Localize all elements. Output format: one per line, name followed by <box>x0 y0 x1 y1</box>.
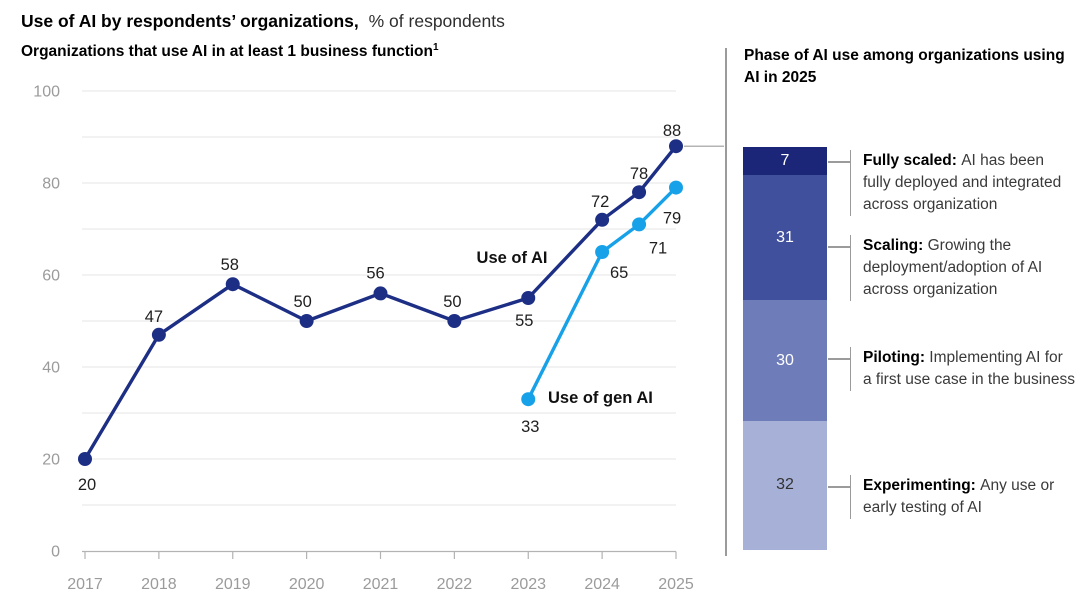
data-point <box>521 392 536 407</box>
phase-item-fully-scaled: Fully scaled: AI has been fully deployed… <box>850 150 1075 216</box>
stacked-bar: 7 31 30 32 <box>743 147 827 550</box>
data-point <box>78 452 92 466</box>
page-title: Use of AI by respondents’ organizations,… <box>21 11 505 32</box>
x-tick-label: 2019 <box>215 576 251 593</box>
data-point <box>373 286 388 301</box>
series-label-use-of-gen-ai: Use of gen AI <box>548 389 653 407</box>
data-point-label: 50 <box>443 293 461 311</box>
data-point <box>225 277 240 292</box>
x-tick-label: 2025 <box>658 576 694 593</box>
data-point-label: 78 <box>630 165 648 183</box>
phase-connector-experimenting <box>828 486 850 488</box>
x-tick-label: 2024 <box>584 576 620 593</box>
data-point-label: 47 <box>145 308 163 326</box>
line-chart: 2017 2018 2019 2020 2021 2022 2023 2024 2025 0 20 4… <box>33 84 724 593</box>
data-point-label: 50 <box>293 293 311 311</box>
data-point-label: 20 <box>78 476 96 494</box>
data-point-label: 72 <box>591 193 609 211</box>
x-tick-label: 2021 <box>363 576 399 593</box>
data-point-label: 56 <box>366 264 384 282</box>
phase-term: Piloting: <box>863 349 930 366</box>
series-line-0 <box>83 145 678 460</box>
bar-segment-experimenting: 32 <box>743 421 827 550</box>
right-panel-heading: Phase of AI use among organizations usin… <box>744 47 1065 86</box>
bar-segment-value: 32 <box>776 476 794 494</box>
x-tick-label: 2022 <box>437 576 473 593</box>
bar-segment-fully-scaled: 7 <box>743 147 827 176</box>
y-tick-label: 20 <box>42 452 60 469</box>
line-chart-subtitle-text: Organizations that use AI in at least 1 … <box>21 43 433 60</box>
data-point <box>595 212 610 227</box>
phase-desc: Any use or early testing of AI <box>863 477 1055 516</box>
x-tick-label: 2017 <box>67 576 103 593</box>
data-point-label: 33 <box>521 418 539 436</box>
bar-segment-value: 7 <box>780 152 790 170</box>
bar-segment-piloting: 30 <box>743 300 827 422</box>
bar-segment-value: 30 <box>776 351 794 369</box>
phase-connector-piloting <box>828 358 850 360</box>
phase-desc: AI has been fully deployed and integrat­… <box>863 152 1062 213</box>
x-tick-label: 2023 <box>510 576 546 593</box>
phase-term: Experimenting: <box>863 477 981 494</box>
y-tick-label: 100 <box>33 84 60 101</box>
y-tick-label: 0 <box>51 544 60 561</box>
data-point <box>632 185 647 200</box>
phase-connector-fully-scaled <box>828 161 850 163</box>
data-point <box>595 245 610 259</box>
phase-term: Fully scaled: <box>863 152 962 169</box>
phase-connector-scaling <box>828 246 850 248</box>
x-tick-label: 2018 <box>141 576 177 593</box>
y-tick-label: 80 <box>42 176 60 193</box>
panel-divider <box>725 48 727 556</box>
x-tick-label: 2020 <box>289 576 325 593</box>
bar-segment-scaling: 31 <box>743 175 827 301</box>
phase-term: Scaling: <box>863 237 928 254</box>
data-point <box>521 291 536 305</box>
phase-desc: Implementing AI for a first use case in … <box>863 349 1075 388</box>
data-point <box>632 217 647 232</box>
footnote-marker: 1 <box>432 41 439 53</box>
data-point <box>299 314 314 328</box>
page-title-bold: Use of AI by respondents’ organizations, <box>21 11 359 31</box>
data-point-label: 58 <box>221 256 239 274</box>
data-point <box>669 139 683 154</box>
data-point-label: 79 <box>663 210 681 228</box>
page-title-unit: % of respondents <box>368 11 505 31</box>
phase-item-experimenting: Experimenting: Any use or early testing … <box>850 475 1075 519</box>
series-label-use-of-ai: Use of AI <box>477 249 548 267</box>
line-chart-subtitle: Organizations that use AI in at least 1 … <box>21 41 439 61</box>
data-point-label: 71 <box>649 239 667 257</box>
bar-segment-value: 31 <box>776 228 794 246</box>
y-tick-label: 60 <box>42 268 60 285</box>
y-tick-label: 40 <box>42 360 60 377</box>
data-point-label: 55 <box>515 312 533 330</box>
series-line-1 <box>526 186 678 400</box>
data-point <box>669 180 683 195</box>
data-point-label: 88 <box>663 122 681 140</box>
data-point-label: 65 <box>610 264 628 282</box>
phase-item-piloting: Piloting: Implementing AI for a first us… <box>850 347 1075 391</box>
phase-item-scaling: Scaling: Growing the deployment/adoption… <box>850 235 1075 301</box>
data-point <box>447 314 462 328</box>
data-point <box>151 327 166 342</box>
phase-desc: Growing the deployment/adoption of AI ac… <box>863 237 1043 298</box>
